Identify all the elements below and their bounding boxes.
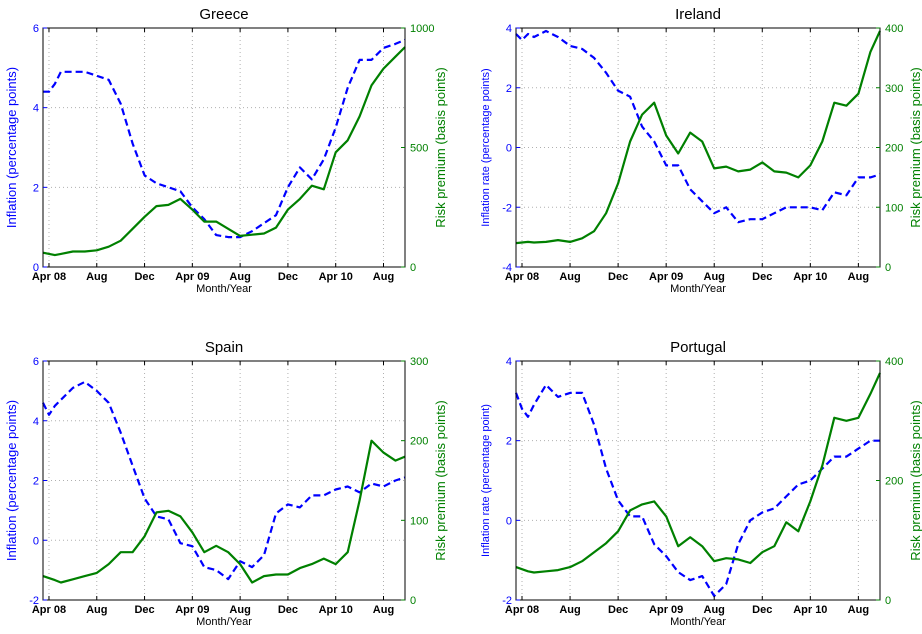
x-axis-label: Month/Year xyxy=(670,616,726,628)
chart-panel-portugal: Apr 08 Aug Dec Apr 09 Aug Dec Apr 10 Aug -2 0 2 4 0 2… xyxy=(480,339,922,628)
y-tick-label-left: 4 xyxy=(33,416,39,428)
risk-premium-series-line xyxy=(42,439,406,584)
y-tick-label-left: 6 xyxy=(33,356,39,368)
x-tick-label: Apr 10 xyxy=(793,271,827,283)
plot-frame xyxy=(515,360,881,601)
x-tick-label: Apr 10 xyxy=(319,604,353,616)
x-tick-label: Dec xyxy=(752,604,772,616)
x-tick-label: Aug xyxy=(86,604,107,616)
inflation-series-line xyxy=(43,38,406,239)
x-tick-label: Apr 08 xyxy=(505,271,539,283)
x-tick-label: Aug xyxy=(559,604,580,616)
x-tick-label: Apr 08 xyxy=(32,271,66,283)
y-tick-label-right: 200 xyxy=(885,143,903,155)
chart-panel-spain: Apr 08 Aug Dec Apr 09 Aug Dec Apr 10 Aug -2 0 2 4 6 0… xyxy=(4,339,448,628)
y-axis-label-right: Risk premium (basis points) xyxy=(908,400,922,560)
x-tick-label: Apr 08 xyxy=(505,604,539,616)
x-tick-label: Dec xyxy=(134,271,154,283)
x-tick-label: Dec xyxy=(608,271,628,283)
x-tick-label: Aug xyxy=(559,271,580,283)
x-tick-label: Apr 09 xyxy=(649,271,683,283)
x-axis-label: Month/Year xyxy=(196,283,252,295)
y-axis-label-left: Inflation (percentage points) xyxy=(4,67,19,228)
x-tick-label: Aug xyxy=(229,604,250,616)
y-tick-label-right: 1000 xyxy=(410,23,434,35)
chart-title: Spain xyxy=(205,339,243,356)
x-tick-label: Apr 09 xyxy=(649,604,683,616)
y-tick-label-right: 200 xyxy=(885,476,903,488)
y-tick-label-left: 4 xyxy=(506,356,512,368)
y-tick-label-left: -2 xyxy=(502,595,512,607)
y-axis-label-right: Risk premium (basis points) xyxy=(433,67,448,227)
x-tick-label: Dec xyxy=(278,271,298,283)
x-tick-label: Apr 09 xyxy=(175,604,209,616)
y-tick-label-left: 2 xyxy=(33,182,39,194)
chart-title: Ireland xyxy=(675,6,721,23)
y-axis-label-left: Inflation rate (percentage points) xyxy=(480,68,492,226)
x-tick-label: Apr 10 xyxy=(319,271,353,283)
inflation-series-line xyxy=(514,383,880,598)
y-tick-label-left: 0 xyxy=(506,515,512,527)
y-tick-label-right: 0 xyxy=(885,595,891,607)
x-axis-label: Month/Year xyxy=(670,283,726,295)
y-tick-label-right: 0 xyxy=(410,595,416,607)
chart-title: Portugal xyxy=(670,339,726,356)
plot-frame xyxy=(42,27,406,268)
x-tick-label: Aug xyxy=(86,271,107,283)
x-tick-label: Aug xyxy=(704,604,725,616)
y-tick-label-right: 300 xyxy=(885,83,903,95)
chart-panel-ireland: Apr 08 Aug Dec Apr 09 Aug Dec Apr 10 Aug -4 -2 0 2 4… xyxy=(480,6,922,295)
y-tick-label-left: 0 xyxy=(506,143,512,155)
y-tick-label-right: 500 xyxy=(410,143,428,155)
x-tick-label: Dec xyxy=(608,604,628,616)
y-tick-label-right: 400 xyxy=(885,23,903,35)
y-axis-label-right: Risk premium (basis points) xyxy=(433,400,448,560)
y-axis-label-left: Inflation (percentage points) xyxy=(4,400,19,561)
inflation-series-line xyxy=(515,29,881,224)
x-tick-label: Aug xyxy=(848,604,869,616)
y-tick-label-left: 4 xyxy=(506,23,512,35)
plot-frame xyxy=(515,27,881,268)
y-tick-label-left: 4 xyxy=(33,103,39,115)
chart-title: Greece xyxy=(199,6,248,23)
x-tick-label: Dec xyxy=(752,271,772,283)
y-tick-label-right: 0 xyxy=(885,262,891,274)
y-tick-label-right: 400 xyxy=(885,356,903,368)
y-tick-label-left: 0 xyxy=(33,535,39,547)
x-tick-label: Aug xyxy=(373,604,394,616)
y-axis-label-right: Risk premium (basis points) xyxy=(908,67,922,227)
y-tick-label-left: 6 xyxy=(33,23,39,35)
x-tick-label: Aug xyxy=(848,271,869,283)
x-tick-label: Apr 10 xyxy=(793,604,827,616)
x-tick-label: Aug xyxy=(373,271,394,283)
x-tick-label: Aug xyxy=(229,271,250,283)
y-tick-label-right: 0 xyxy=(410,262,416,274)
chart-panel-greece: Apr 08 Aug Dec Apr 09 Aug Dec Apr 10 Aug 0 2 4 6 0 50… xyxy=(4,6,448,295)
y-tick-label-right: 200 xyxy=(410,436,428,448)
y-tick-label-right: 100 xyxy=(885,202,903,214)
x-axis-label: Month/Year xyxy=(196,616,252,628)
y-tick-label-left: -4 xyxy=(502,262,512,274)
x-tick-label: Dec xyxy=(278,604,298,616)
risk-premium-series-line xyxy=(42,46,406,257)
y-axis-label-left: Inflation rate (percentage point) xyxy=(480,404,492,557)
y-tick-label-left: 2 xyxy=(33,476,39,488)
x-tick-label: Dec xyxy=(134,604,154,616)
y-tick-label-left: -2 xyxy=(502,202,512,214)
y-tick-label-right: 300 xyxy=(410,356,428,368)
x-tick-label: Apr 09 xyxy=(175,271,209,283)
x-tick-label: Apr 08 xyxy=(32,604,66,616)
y-tick-label-left: 2 xyxy=(506,436,512,448)
y-tick-label-right: 100 xyxy=(410,515,428,527)
inflation-series-line xyxy=(42,380,406,581)
y-tick-label-left: 2 xyxy=(506,83,512,95)
x-tick-label: Aug xyxy=(704,271,725,283)
risk-premium-series-line xyxy=(515,372,881,574)
risk-premium-series-line xyxy=(515,30,881,245)
y-tick-label-left: 0 xyxy=(33,262,39,274)
y-tick-label-left: -2 xyxy=(29,595,39,607)
